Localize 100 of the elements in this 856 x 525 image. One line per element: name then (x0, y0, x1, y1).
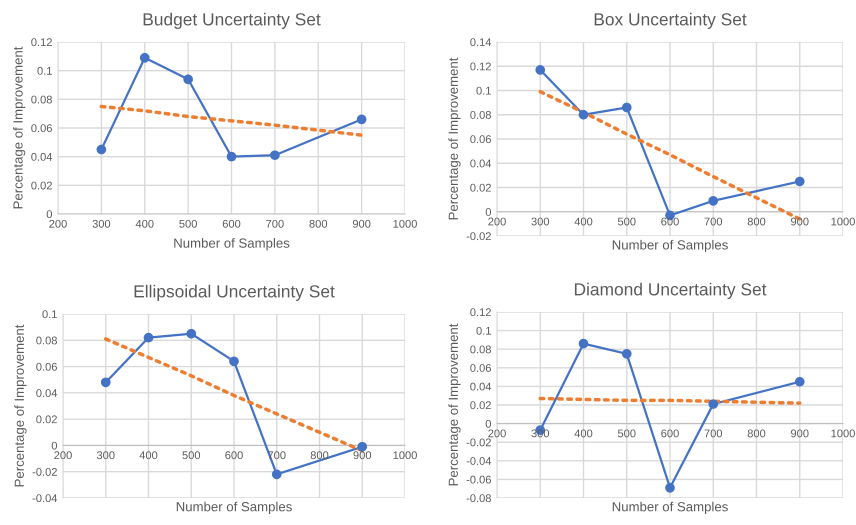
y-tick-label: -0.02 (32, 468, 57, 476)
x-tick-label: 1000 (393, 220, 417, 228)
line-series (100, 104, 364, 137)
x-tick-label: 800 (309, 220, 328, 228)
y-tick-label: 0.02 (470, 184, 491, 192)
x-tick-label: 800 (748, 429, 766, 438)
y-tick-label: 0.12 (470, 308, 491, 316)
y-tick-label: 0.04 (36, 389, 58, 397)
x-tick-label: 300 (92, 220, 110, 228)
y-tick-label: 0.04 (31, 152, 52, 161)
point (356, 114, 366, 124)
chart-title: Diamond Uncertainty Set (574, 282, 766, 299)
y-tick-label: 0.1 (37, 66, 52, 75)
x-tick-label: 700 (704, 429, 722, 438)
x-tick-label: 300 (531, 218, 550, 226)
y-axis-title: Percentage of Improvement (14, 324, 27, 486)
x-tick-label: 500 (618, 429, 636, 438)
y-tick-label: 0.02 (31, 182, 52, 190)
point (794, 176, 805, 186)
y-tick-label: 0.08 (36, 336, 57, 344)
y-tick-label: 0.04 (470, 160, 492, 168)
point (794, 376, 805, 387)
point (622, 348, 632, 359)
x-tick-label: 800 (748, 218, 766, 226)
x-tick-label: 400 (574, 218, 592, 226)
y-axis-title: Percentage of Improvement (448, 58, 461, 220)
x-tick-label: 600 (661, 218, 679, 226)
x-tick-label: 900 (352, 220, 370, 228)
point (186, 328, 196, 339)
point (578, 110, 588, 120)
chart-title: Budget Uncertainty Set (144, 12, 321, 29)
y-tick-label: 0.1 (476, 86, 491, 95)
y-tick-label: 0.1 (476, 326, 491, 335)
x-tick-label: 700 (266, 220, 284, 228)
y-tick-label: -0.04 (466, 457, 492, 465)
x-tick-label: 200 (54, 451, 72, 460)
point (535, 65, 546, 75)
point (270, 150, 280, 160)
x-tick-label: 900 (791, 218, 809, 226)
y-tick-label: 0.08 (470, 345, 491, 354)
x-tick-label: 200 (488, 429, 506, 438)
x-tick-label: 300 (531, 429, 550, 438)
y-tick-label: -0.02 (466, 438, 491, 446)
y-tick-label: 0 (486, 208, 492, 216)
x-tick-label: 900 (791, 429, 809, 438)
x-tick-label: 1000 (831, 429, 855, 438)
y-tick-label: -0.06 (466, 476, 491, 484)
y-tick-label: 0.06 (36, 362, 57, 371)
x-axis-title: Number of Samples (612, 502, 728, 514)
x-tick-label: 400 (139, 451, 158, 460)
y-tick-label: 0.08 (31, 96, 52, 104)
x-tick-label: 1000 (831, 218, 855, 226)
x-tick-label: 500 (179, 220, 197, 228)
y-tick-label: 0 (486, 420, 492, 428)
y-tick-label: 0 (46, 210, 52, 218)
point (140, 52, 150, 63)
point (708, 399, 718, 409)
y-tick-label: 0.12 (470, 62, 491, 70)
point (272, 469, 282, 480)
x-tick-label: 600 (661, 429, 679, 438)
x-tick-label: 200 (488, 218, 506, 226)
point (144, 332, 154, 343)
y-axis-title: Percentage of Improvement (12, 46, 26, 208)
point (708, 196, 718, 206)
y-tick-label: 0.06 (470, 135, 491, 144)
y-tick-label: 0.1 (42, 310, 57, 318)
chart-title: Ellipsoidal Uncertainty Set (134, 284, 335, 301)
chart-title: Box Uncertainty Set (594, 12, 747, 29)
x-tick-label: 700 (704, 218, 722, 226)
y-tick-label: 0.04 (470, 382, 492, 391)
y-tick-label: 0 (52, 442, 58, 450)
x-axis-title: Number of Samples (176, 502, 292, 514)
x-tick-label: 1000 (393, 451, 417, 460)
point (226, 152, 236, 162)
y-tick-label: 0.06 (31, 124, 52, 132)
x-tick-label: 500 (182, 451, 200, 460)
x-tick-label: 600 (225, 451, 243, 460)
y-tick-label: 0.08 (470, 111, 491, 119)
y-tick-label: -0.02 (466, 232, 491, 240)
x-tick-label: 400 (574, 429, 592, 438)
x-tick-label: 800 (310, 451, 328, 460)
y-tick-label: -0.08 (466, 494, 491, 502)
y-tick-label: 0.12 (31, 38, 52, 46)
point (665, 482, 675, 493)
point (229, 356, 239, 366)
y-axis-title: Percentage of Improvement (448, 324, 461, 486)
x-tick-label: 400 (136, 220, 154, 228)
x-axis-title: Number of Samples (174, 238, 290, 250)
x-tick-label: 500 (618, 218, 636, 226)
x-axis-title: Number of Samples (612, 240, 728, 252)
point (357, 442, 368, 452)
y-tick-label: 0.02 (36, 415, 57, 424)
y-tick-label: -0.04 (32, 494, 58, 502)
y-tick-label: 0.06 (470, 364, 491, 372)
x-tick-label: 600 (222, 220, 240, 228)
x-tick-label: 200 (49, 220, 67, 228)
x-tick-label: 300 (96, 451, 115, 460)
y-tick-label: 0.02 (470, 401, 491, 410)
point (183, 74, 193, 84)
point (622, 102, 632, 112)
